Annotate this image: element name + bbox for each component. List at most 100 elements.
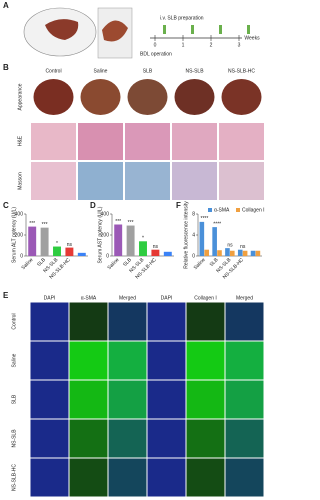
he-image bbox=[125, 123, 170, 160]
fluorescence-image bbox=[30, 380, 69, 419]
bar bbox=[40, 227, 49, 256]
bar bbox=[53, 246, 61, 256]
bar bbox=[250, 250, 256, 256]
y-tick-label: 200 bbox=[15, 232, 24, 238]
fluorescence-image bbox=[147, 380, 186, 419]
y-axis-label: Relative fluorescence intensity bbox=[183, 201, 189, 269]
column-label: SLB bbox=[143, 68, 153, 74]
significance: * bbox=[142, 236, 144, 242]
significance: *** bbox=[42, 222, 48, 228]
column-label: Control bbox=[45, 68, 61, 74]
liver-photo bbox=[174, 79, 215, 115]
masson-image bbox=[78, 162, 123, 200]
legend-swatch bbox=[208, 208, 212, 212]
row-label: SLB bbox=[11, 394, 17, 404]
significance: ns bbox=[240, 244, 246, 250]
bar bbox=[255, 250, 261, 256]
panel-label: A bbox=[3, 1, 9, 10]
fluorescence-image bbox=[186, 341, 225, 380]
fluorescence-image bbox=[147, 341, 186, 380]
y-tick-label: 400 bbox=[101, 211, 110, 217]
fluorescence-image bbox=[186, 419, 225, 458]
he-image bbox=[219, 123, 264, 160]
bar bbox=[139, 241, 147, 256]
fluorescence-image bbox=[147, 302, 186, 341]
fluorescence-image bbox=[108, 419, 147, 458]
column-label: NS-SLB bbox=[185, 68, 204, 74]
y-tick-label: 0 bbox=[20, 253, 23, 259]
fluorescence-image bbox=[225, 419, 264, 458]
liver-photo bbox=[221, 79, 262, 115]
fluorescence-image bbox=[30, 419, 69, 458]
bar bbox=[114, 224, 123, 256]
fluorescence-image bbox=[30, 458, 69, 497]
bar bbox=[237, 249, 243, 256]
row-label: NS-SLB-HC bbox=[11, 464, 17, 491]
masson-image bbox=[219, 162, 264, 200]
timeline-ticks: 0 1 2 3 bbox=[154, 25, 250, 48]
row-label: H&E bbox=[17, 135, 23, 146]
fluorescence-image bbox=[186, 380, 225, 419]
fluorescence-image bbox=[69, 380, 108, 419]
timeline-label: BDL operation bbox=[140, 51, 172, 57]
fluorescence-image bbox=[147, 419, 186, 458]
bar bbox=[204, 249, 210, 256]
bar bbox=[242, 250, 248, 256]
column-label: DAPI bbox=[161, 295, 173, 301]
masson-image bbox=[31, 162, 76, 200]
fluorescence-image bbox=[30, 302, 69, 341]
bar bbox=[225, 248, 230, 256]
bar bbox=[199, 221, 205, 256]
legend-swatch bbox=[236, 208, 240, 212]
panel-label: E bbox=[3, 291, 9, 300]
row-label: Control bbox=[11, 313, 17, 329]
masson-image bbox=[172, 162, 217, 200]
liver-drawing bbox=[45, 19, 79, 40]
fluorescence-image bbox=[108, 380, 147, 419]
significance: ns bbox=[153, 244, 159, 250]
y-tick-label: 0 bbox=[106, 253, 109, 259]
fluorescence-image bbox=[225, 458, 264, 497]
significance: *** bbox=[128, 220, 134, 226]
y-tick-label: 0 bbox=[192, 253, 195, 259]
column-label: Merged bbox=[236, 295, 253, 301]
fluorescence-image bbox=[108, 341, 147, 380]
significance: **** bbox=[213, 221, 221, 227]
timeline-tick-label: 0 bbox=[154, 42, 157, 48]
syringe bbox=[219, 25, 222, 34]
panel-label: C bbox=[3, 201, 9, 210]
bar bbox=[217, 250, 222, 256]
column-label: DAPI bbox=[44, 295, 56, 301]
fluorescence-image bbox=[69, 341, 108, 380]
timeline-label: i.v. SLB preparation bbox=[160, 15, 204, 21]
bar bbox=[230, 250, 235, 256]
bar bbox=[77, 252, 86, 256]
row-label: Saline bbox=[11, 353, 17, 367]
timeline-tick-label: 3 bbox=[238, 42, 241, 48]
panel-label: F bbox=[176, 201, 181, 210]
fluorescence-image bbox=[108, 458, 147, 497]
column-label: Merged bbox=[119, 295, 136, 301]
column-label: α-SMA bbox=[81, 295, 97, 301]
legend-label: Collagen I bbox=[242, 207, 265, 213]
bar bbox=[212, 227, 217, 256]
fluorescence-image bbox=[69, 419, 108, 458]
syringe bbox=[191, 25, 194, 34]
y-tick-label: 200 bbox=[101, 232, 110, 238]
fluorescence-image bbox=[30, 341, 69, 380]
masson-image bbox=[125, 162, 170, 200]
significance: ns bbox=[67, 242, 73, 248]
y-tick-label: 8 bbox=[192, 211, 195, 217]
x-tick-label: SLB bbox=[36, 257, 47, 268]
bar bbox=[65, 247, 74, 256]
fluorescence-image bbox=[186, 458, 225, 497]
bar bbox=[151, 249, 160, 256]
panel-e: DAPI α-SMA Merged DAPI Collagen I Merged Contr… bbox=[11, 295, 264, 497]
fluorescence-image bbox=[225, 380, 264, 419]
timeline-tick-label: 1 bbox=[182, 42, 185, 48]
he-image bbox=[172, 123, 217, 160]
liver-photo bbox=[33, 79, 74, 115]
x-tick-label: SLB bbox=[122, 257, 133, 268]
